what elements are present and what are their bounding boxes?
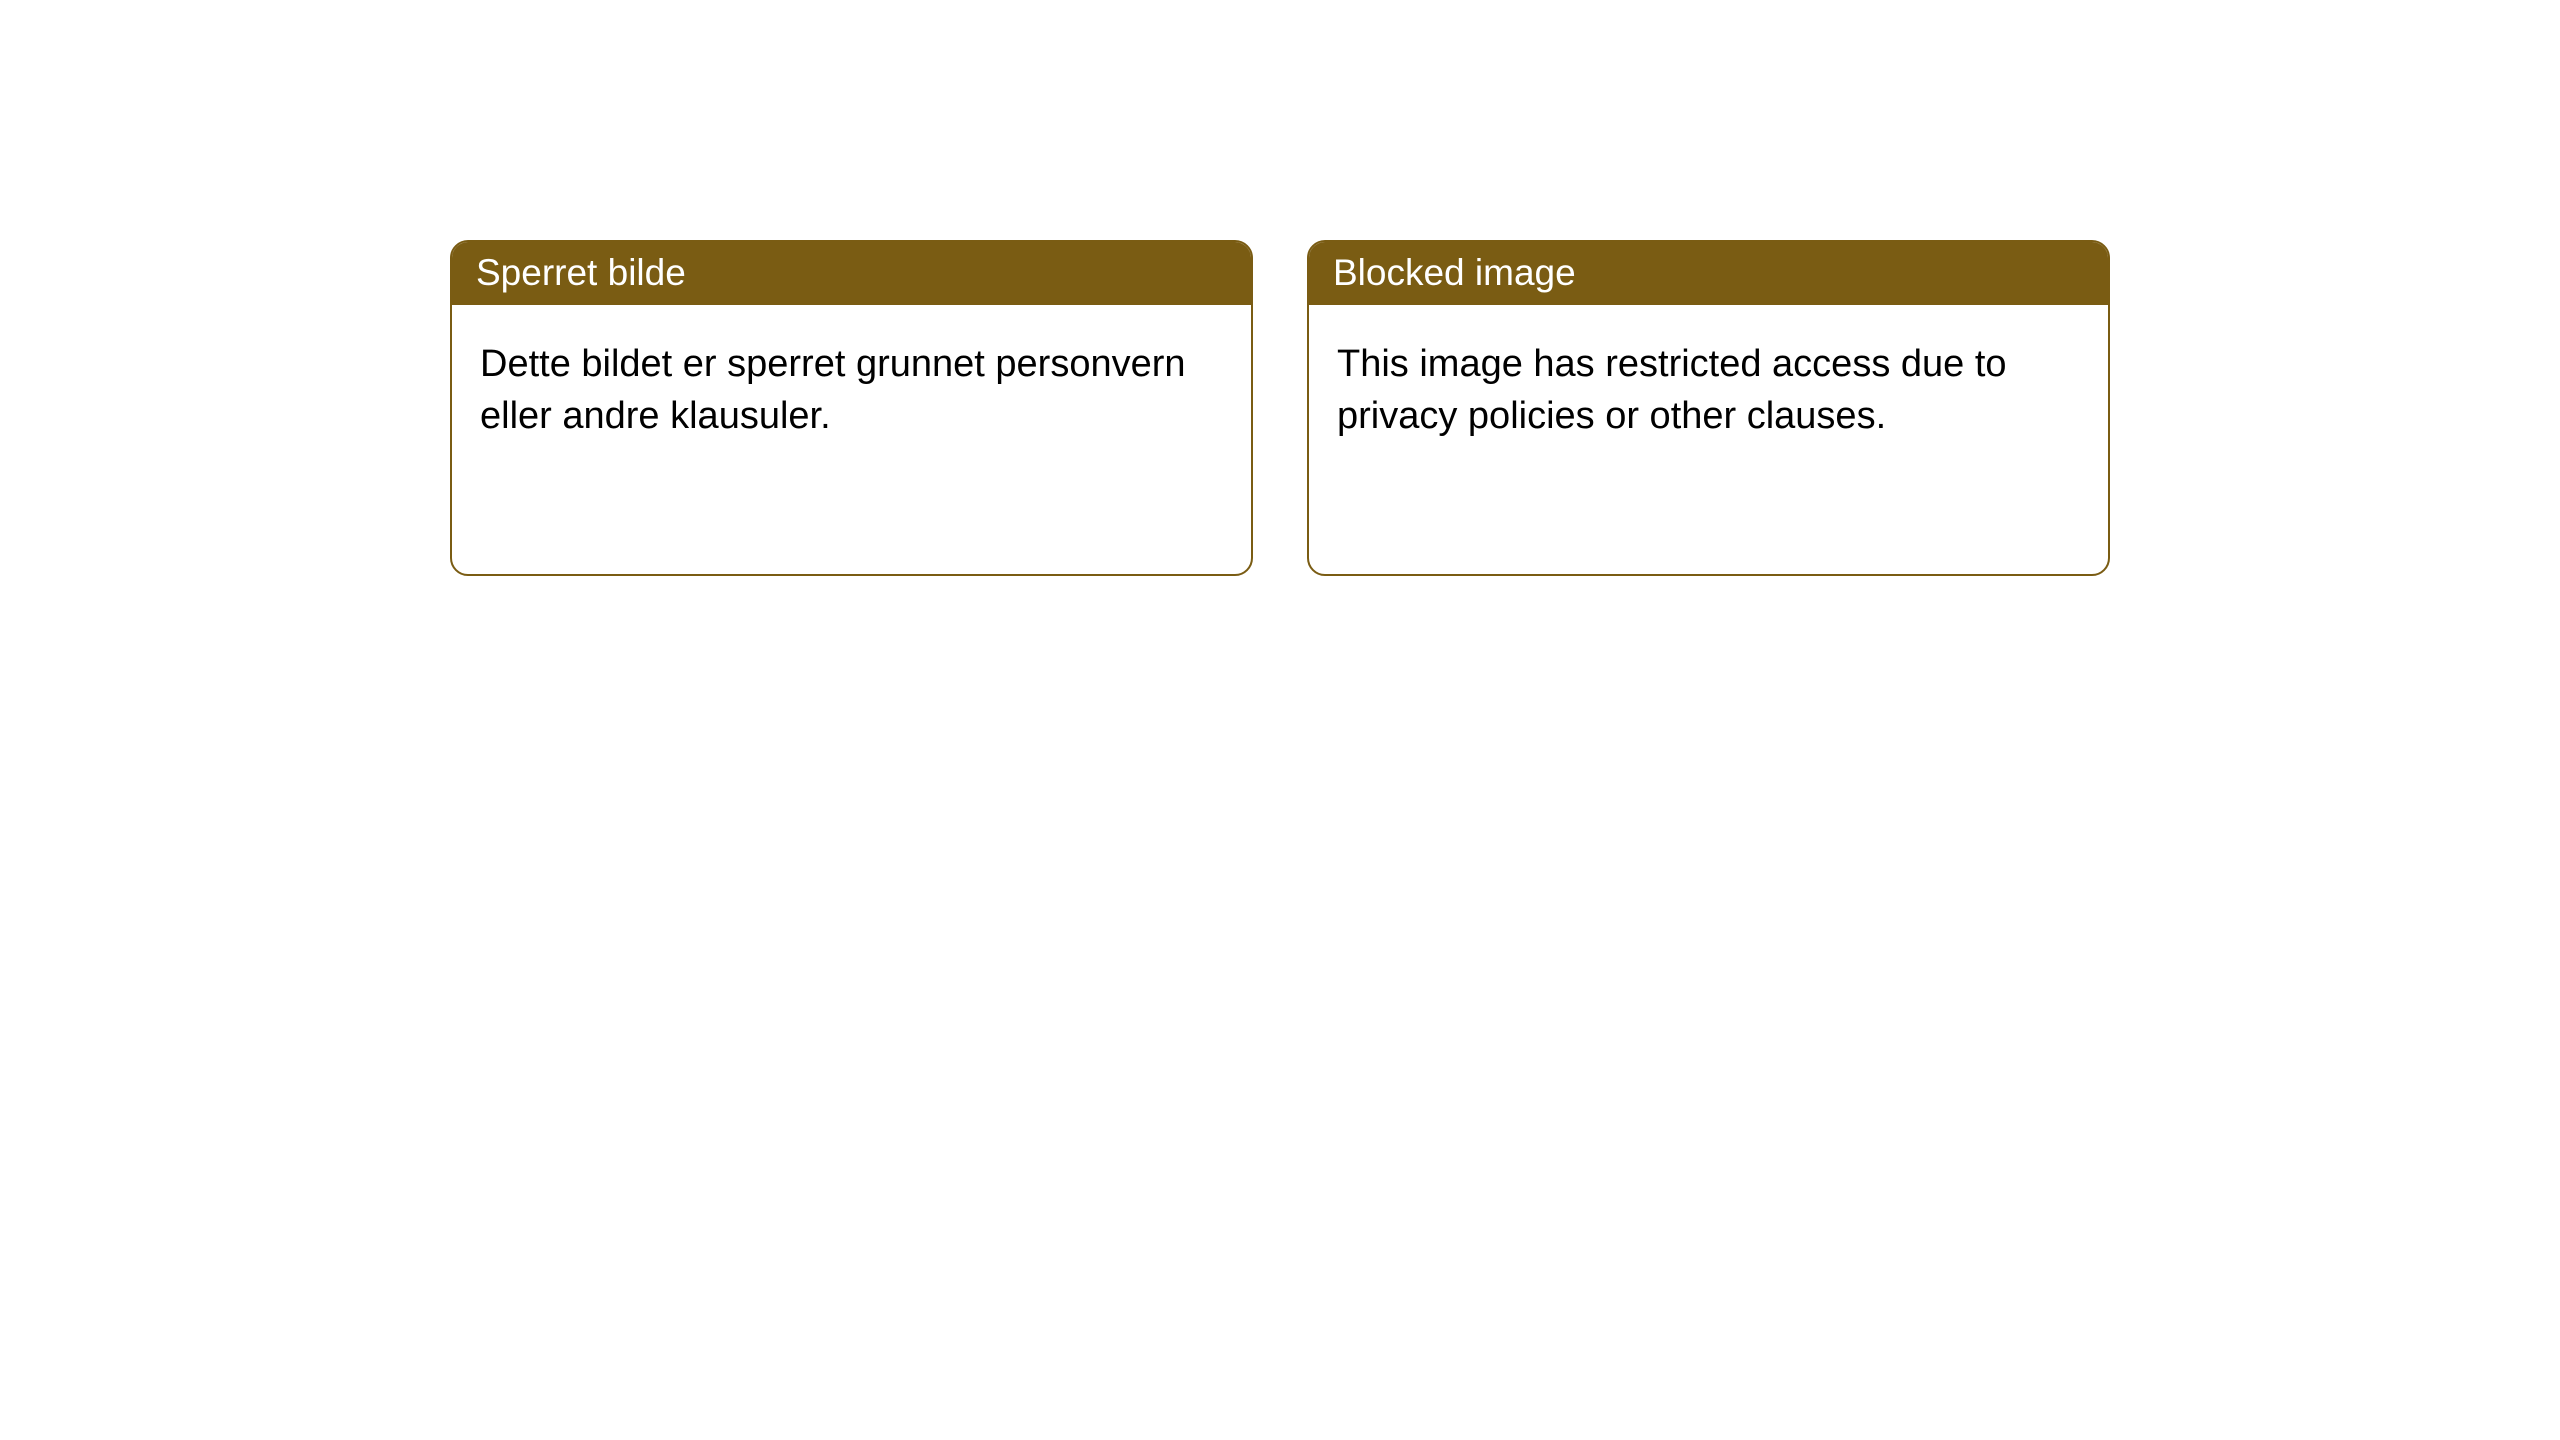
card-header-norwegian: Sperret bilde bbox=[452, 242, 1251, 305]
card-header-english: Blocked image bbox=[1309, 242, 2108, 305]
card-body-english: This image has restricted access due to … bbox=[1309, 305, 2108, 476]
blocked-image-card-norwegian: Sperret bilde Dette bildet er sperret gr… bbox=[450, 240, 1253, 576]
card-body-norwegian: Dette bildet er sperret grunnet personve… bbox=[452, 305, 1251, 476]
blocked-image-card-english: Blocked image This image has restricted … bbox=[1307, 240, 2110, 576]
notice-container: Sperret bilde Dette bildet er sperret gr… bbox=[0, 0, 2560, 576]
